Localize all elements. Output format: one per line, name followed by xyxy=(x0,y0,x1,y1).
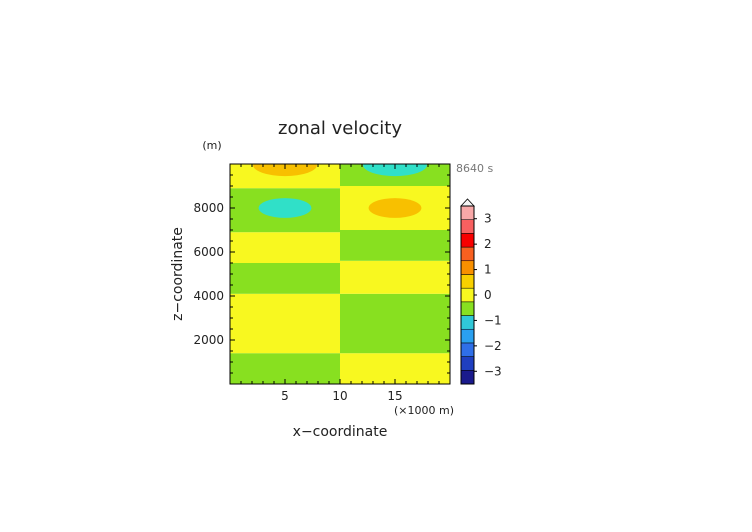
contour-blob-1 xyxy=(368,198,422,218)
colorbar-swatch-12 xyxy=(460,205,475,220)
colorbar-swatch-9 xyxy=(460,246,475,262)
colorbar-swatch-3 xyxy=(460,328,475,344)
contour-blob-3 xyxy=(363,164,427,177)
colorbar-tick-label-1: −2 xyxy=(484,339,502,353)
y-axis-label: z−coordinate xyxy=(170,227,186,321)
plot-area: 5 10 15 2000 4000 6000 8000 xyxy=(193,163,451,403)
contour-blob-2 xyxy=(253,164,317,177)
y-axis-ticks: 2000 4000 6000 8000 xyxy=(193,174,450,374)
colorbar-extend-triangle xyxy=(460,198,475,207)
contour-bands xyxy=(230,164,450,384)
colorbar-swatch-8 xyxy=(460,260,475,275)
colorbar-swatch-10 xyxy=(460,233,475,248)
x-tick-label-0: 5 xyxy=(281,389,289,403)
colorbar-tick-label-3: 0 xyxy=(484,288,492,302)
colorbar-swatch-6 xyxy=(460,287,475,303)
contour-band-right-0 xyxy=(340,353,450,384)
contour-band-left-3 xyxy=(230,232,340,263)
colorbar-swatch-0 xyxy=(460,370,475,385)
x-tick-label-2: 15 xyxy=(387,389,402,403)
colorbar: −3 −2 −1 0 1 2 3 xyxy=(460,198,502,385)
x-axis-label: x−coordinate xyxy=(293,424,388,440)
chart-title: zonal velocity xyxy=(278,118,402,139)
x-axis-ticks: 5 10 15 xyxy=(240,164,440,403)
x-unit-label: (×1000 m) xyxy=(394,404,454,417)
colorbar-swatch-1 xyxy=(460,356,475,371)
y-tick-label-0: 2000 xyxy=(193,333,224,347)
contour-band-right-2 xyxy=(340,260,450,294)
contour-band-left-2 xyxy=(230,263,340,294)
contour-band-left-0 xyxy=(230,353,340,384)
y-tick-label-2: 6000 xyxy=(193,245,224,259)
y-tick-label-1: 4000 xyxy=(193,289,224,303)
colorbar-swatch-5 xyxy=(460,301,475,316)
y-tick-label-3: 8000 xyxy=(193,201,224,215)
colorbar-swatch-7 xyxy=(460,274,475,289)
contour-blob-0 xyxy=(258,198,312,218)
colorbar-tick-label-2: −1 xyxy=(484,313,502,327)
colorbar-tick-label-5: 2 xyxy=(484,237,492,251)
colorbar-tick-label-6: 3 xyxy=(484,212,492,226)
contour-band-right-3 xyxy=(340,230,450,261)
colorbar-swatch-4 xyxy=(460,315,475,330)
time-label: 8640 s xyxy=(456,162,493,175)
contour-band-left-1 xyxy=(230,293,340,354)
contour-blobs xyxy=(253,164,427,218)
y-unit-label: (m) xyxy=(202,139,221,152)
colorbar-swatch-2 xyxy=(460,342,475,357)
colorbar-swatch-11 xyxy=(460,219,475,234)
x-tick-label-1: 10 xyxy=(332,389,347,403)
colorbar-tick-label-4: 1 xyxy=(484,263,492,277)
contour-band-right-1 xyxy=(340,293,450,354)
colorbar-tick-label-0: −3 xyxy=(484,364,502,378)
